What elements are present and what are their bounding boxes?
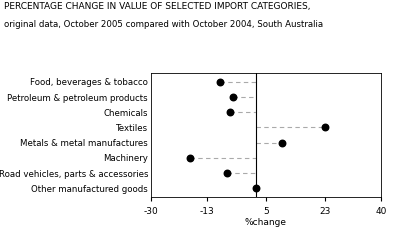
Text: PERCENTAGE CHANGE IN VALUE OF SELECTED IMPORT CATEGORIES,: PERCENTAGE CHANGE IN VALUE OF SELECTED I… xyxy=(4,2,310,11)
Point xyxy=(279,141,285,145)
Point xyxy=(217,80,223,84)
Text: original data, October 2005 compared with October 2004, South Australia: original data, October 2005 compared wit… xyxy=(4,20,323,30)
Point xyxy=(187,156,193,160)
Point xyxy=(253,187,259,190)
Point xyxy=(230,95,236,99)
Point xyxy=(224,171,230,175)
Point xyxy=(227,110,233,114)
X-axis label: %change: %change xyxy=(245,218,287,227)
Point xyxy=(322,126,328,129)
